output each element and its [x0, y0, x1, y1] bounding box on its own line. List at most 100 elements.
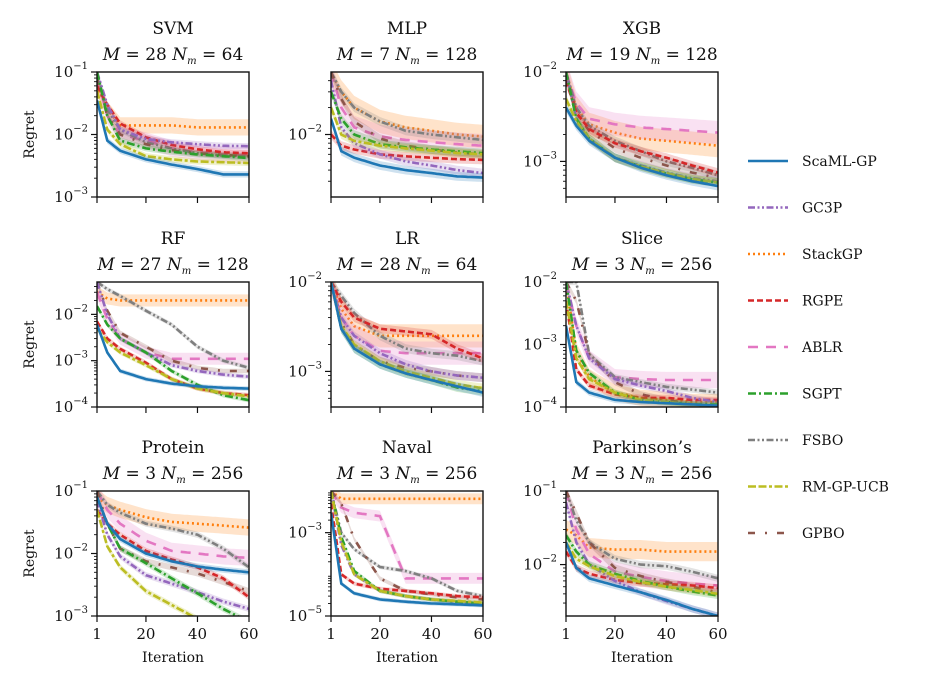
legend-label: FSBO: [802, 433, 843, 449]
y-tick-label: 10−3: [288, 360, 322, 380]
series-sgpt: [97, 305, 249, 402]
legend-item-gpbo: GPBO: [748, 526, 845, 542]
band-scaml-gp: [97, 322, 249, 391]
x-tick-label: 60: [473, 625, 492, 643]
band-stackgp: [331, 72, 483, 149]
y-tick-label: 10−2: [523, 61, 557, 81]
series-gc3p: [566, 282, 718, 404]
y-axis-label: Regret: [22, 529, 38, 578]
series-fsbo: [566, 72, 718, 177]
series-fsbo: [97, 282, 249, 370]
series-scaml-gp: [566, 106, 718, 188]
panel-rf: 10−2 10−3 10−4 Regret RF M = 27 Nm = 128: [22, 229, 250, 416]
band-gpbo: [331, 72, 483, 159]
axes-frame: [330, 490, 484, 617]
band-rgpe: [566, 548, 718, 592]
panel-subtitle: M = 3 Nm = 256: [571, 464, 713, 486]
legend: ScaML-GP GC3P StackGP RGPE ABLR SGPT FSBO RM-GP…: [748, 154, 889, 542]
series-stackgp: [331, 72, 483, 138]
panel-subtitle: M = 28 Nm = 64: [102, 45, 244, 67]
band-ablr: [97, 286, 249, 365]
legend-item-rm-gp-ucb: RM-GP-UCB: [748, 480, 889, 496]
series-rgpe: [97, 85, 249, 155]
x-axis-label: Iteration: [611, 650, 673, 666]
panel-slice: 10−2 10−3 10−4 Slice M = 3 Nm = 256: [523, 229, 719, 416]
legend-item-gc3p: GC3P: [748, 201, 842, 217]
legend-label: SGPT: [802, 387, 842, 403]
y-tick-label: 10−3: [54, 605, 88, 625]
y-axis-label: Regret: [22, 320, 38, 369]
x-tick-label: 20: [136, 625, 155, 643]
series-fsbo: [331, 72, 483, 142]
band-stackgp: [97, 491, 249, 536]
legend-label: ScaML-GP: [802, 154, 877, 170]
band-scaml-gp: [331, 114, 483, 182]
series-gpbo: [97, 491, 249, 593]
panel-mlp: 10−2 MLP M = 7 Nm = 128: [288, 19, 484, 203]
panel-title: Parkinson’s: [592, 438, 692, 458]
series-stackgp: [566, 528, 718, 553]
series-rm-gp-ucb: [97, 327, 249, 398]
series-ablr: [97, 291, 249, 361]
band-rgpe: [566, 76, 718, 177]
y-tick-label: 10−3: [288, 522, 322, 542]
band-ablr: [97, 72, 249, 164]
x-tick-label: 20: [605, 625, 624, 643]
panel-title: Slice: [621, 229, 663, 249]
series-fsbo: [331, 282, 483, 363]
band-rgpe: [331, 130, 483, 165]
y-axis-label: Regret: [22, 110, 38, 159]
y-tick-label: 10−5: [288, 605, 322, 625]
panel-svm: 10−1 10−2 10−3 Regret SVM M = 28 Nm = 64: [22, 19, 250, 206]
series-gpbo: [566, 491, 718, 594]
legend-item-sgpt: SGPT: [748, 387, 842, 403]
y-tick-label: 10−4: [54, 396, 88, 416]
series-rgpe: [331, 282, 483, 360]
series-rgpe: [566, 300, 718, 402]
panel-subtitle: M = 3 Nm = 256: [336, 464, 478, 486]
series-sgpt: [97, 72, 249, 160]
band-sgpt: [566, 72, 718, 187]
panel-title: SVM: [152, 19, 193, 39]
legend-item-scaml-gp: ScaML-GP: [748, 154, 877, 170]
panel-subtitle: M = 3 Nm = 256: [571, 255, 713, 277]
band-scaml-gp: [97, 97, 249, 178]
legend-label: GC3P: [802, 201, 842, 217]
x-tick-label: 1: [561, 625, 571, 643]
band-gpbo: [97, 75, 249, 160]
y-tick-label: 10−3: [54, 186, 88, 206]
panel-naval: 10−3 10−51 20 40 60 Iteration Naval M = 3 Nm = …: [288, 438, 492, 666]
y-tick-label: 10−3: [523, 334, 557, 354]
y-tick-label: 10−2: [54, 303, 88, 323]
panel-title: MLP: [387, 19, 427, 39]
panel-title: RF: [161, 229, 186, 249]
axes-frame: [565, 490, 719, 617]
y-tick-label: 10−2: [523, 554, 557, 574]
y-tick-label: 10−1: [523, 480, 557, 500]
panel-subtitle: M = 27 Nm = 128: [96, 255, 248, 277]
series-ablr: [566, 282, 718, 382]
x-tick-label: 60: [239, 625, 258, 643]
series-rgpe: [97, 509, 249, 599]
panel-protein: 10−1 10−2 10−31 20 40 60 Iteration Regret Protei…: [22, 438, 259, 666]
series-rm-gp-ucb: [97, 90, 249, 165]
x-tick-label: 40: [188, 625, 207, 643]
series-rm-gp-ucb: [331, 491, 483, 604]
legend-label: RGPE: [802, 294, 843, 310]
band-gc3p: [331, 76, 483, 178]
y-tick-label: 10−4: [523, 396, 557, 416]
band-stackgp: [97, 77, 249, 136]
y-tick-label: 10−3: [54, 350, 88, 370]
band-gc3p: [566, 72, 718, 186]
x-tick-label: 40: [657, 625, 676, 643]
y-tick-label: 10−2: [523, 271, 557, 291]
legend-item-stackgp: StackGP: [748, 247, 863, 263]
series-rgpe: [331, 133, 483, 162]
y-tick-label: 10−1: [54, 480, 88, 500]
x-tick-label: 1: [92, 625, 102, 643]
band-gpbo: [566, 72, 718, 183]
panel-xgb: 10−2 10−3 XGB M = 19 Nm = 128: [523, 19, 719, 203]
series-ablr: [331, 72, 483, 147]
y-tick-label: 10−2: [54, 124, 88, 144]
